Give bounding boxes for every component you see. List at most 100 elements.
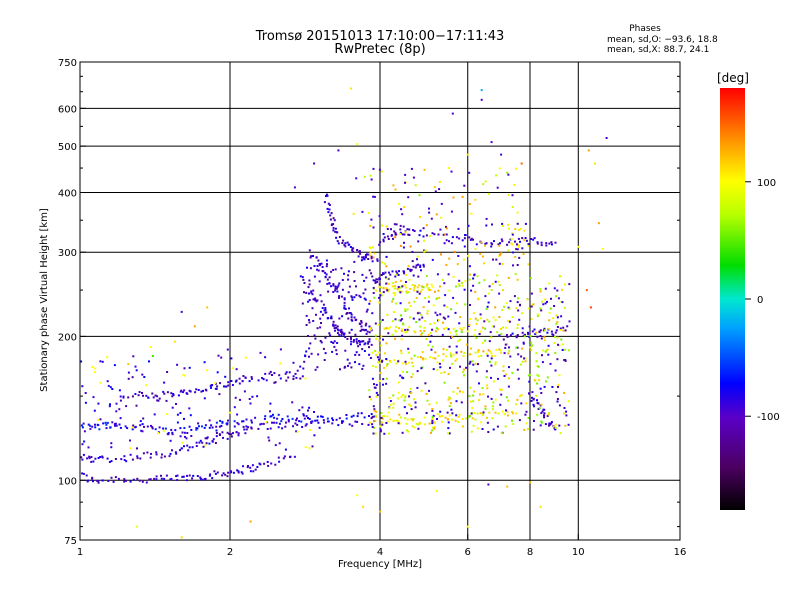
data-point	[249, 520, 252, 523]
data-point	[398, 327, 400, 330]
data-point	[185, 479, 188, 482]
data-point	[357, 412, 360, 415]
data-point	[515, 403, 518, 406]
data-point	[134, 426, 137, 429]
data-point	[502, 365, 505, 368]
data-point	[364, 342, 367, 345]
data-point	[380, 416, 383, 419]
data-point	[546, 300, 548, 303]
data-point	[429, 356, 432, 359]
data-point	[552, 425, 555, 428]
data-point	[498, 262, 501, 265]
data-point	[369, 300, 372, 303]
data-point	[506, 171, 509, 174]
data-point	[448, 240, 450, 243]
data-point	[375, 395, 378, 398]
data-point	[423, 326, 426, 329]
data-point	[404, 417, 407, 420]
data-point	[405, 429, 408, 432]
data-point	[380, 412, 383, 414]
data-point	[356, 143, 359, 146]
data-point	[328, 332, 331, 335]
data-point	[539, 307, 542, 310]
data-point	[311, 445, 314, 448]
data-point	[149, 456, 152, 459]
data-point	[245, 418, 248, 421]
data-point	[400, 338, 403, 341]
data-point	[380, 170, 383, 173]
data-point	[498, 284, 501, 287]
data-point	[484, 327, 487, 330]
data-point	[431, 232, 434, 235]
data-point	[436, 314, 439, 317]
data-point	[416, 255, 419, 258]
data-point	[562, 326, 565, 329]
data-point	[166, 391, 169, 394]
data-point	[494, 363, 497, 366]
data-point	[432, 304, 435, 307]
data-point	[558, 404, 561, 407]
data-point	[485, 307, 488, 310]
data-point	[563, 391, 566, 394]
data-point	[438, 362, 441, 365]
data-point	[422, 263, 425, 266]
data-point	[88, 457, 91, 460]
data-point	[131, 458, 134, 461]
data-point	[530, 317, 533, 320]
data-point	[392, 311, 395, 313]
data-point	[550, 241, 553, 244]
data-point	[527, 374, 530, 377]
data-point	[449, 402, 452, 405]
data-point	[415, 321, 418, 324]
data-point	[168, 455, 171, 458]
data-point	[371, 246, 374, 249]
data-point	[109, 426, 112, 429]
data-point	[399, 244, 402, 247]
data-point	[472, 394, 475, 397]
data-point	[458, 338, 461, 341]
data-point	[479, 252, 482, 255]
data-point	[464, 417, 467, 420]
data-point	[400, 349, 403, 352]
data-point	[462, 425, 464, 428]
data-point	[136, 455, 139, 458]
data-point	[81, 426, 84, 429]
data-point	[361, 210, 364, 213]
data-point	[182, 475, 185, 478]
data-point	[402, 370, 404, 373]
data-point	[303, 282, 306, 284]
data-point	[423, 250, 426, 253]
data-point	[220, 424, 223, 427]
data-point	[385, 225, 388, 228]
data-point	[260, 422, 263, 425]
data-point	[401, 233, 404, 236]
data-point	[371, 426, 374, 428]
data-point	[215, 432, 218, 434]
data-point	[460, 331, 463, 334]
data-point	[227, 381, 230, 384]
data-point	[470, 289, 473, 292]
data-point	[450, 242, 453, 245]
data-point	[183, 431, 186, 434]
data-point	[191, 477, 194, 480]
chart-subtitle: RwPretec (8p)	[334, 42, 425, 57]
data-point	[111, 388, 114, 390]
data-point	[136, 447, 138, 450]
data-point	[402, 377, 405, 380]
data-point	[106, 457, 109, 460]
data-point	[142, 417, 145, 420]
data-point	[287, 418, 290, 421]
data-point	[533, 405, 536, 408]
data-point	[423, 168, 426, 171]
data-point	[490, 336, 493, 339]
data-point	[520, 162, 523, 165]
data-point	[389, 359, 392, 362]
data-point	[276, 417, 279, 420]
data-point	[124, 425, 127, 428]
data-point	[110, 442, 113, 445]
data-point	[172, 393, 175, 395]
data-point	[338, 282, 341, 285]
data-point	[537, 365, 540, 368]
data-point	[265, 420, 268, 423]
data-point	[523, 229, 526, 232]
